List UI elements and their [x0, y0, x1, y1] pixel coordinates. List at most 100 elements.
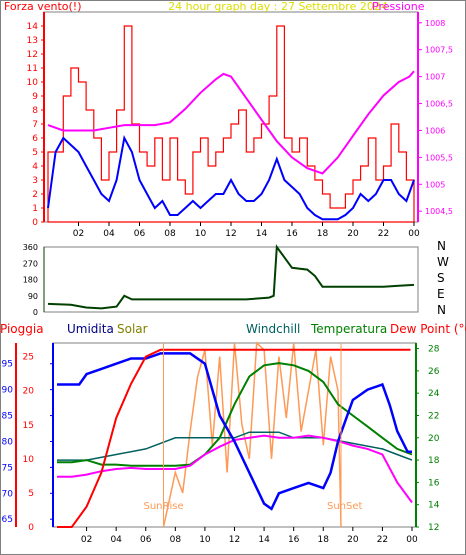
pressure-tick-label: 1007	[425, 73, 445, 82]
legend-humidity: Umidita	[67, 322, 114, 336]
temp-tick-label: 28	[428, 345, 440, 355]
humidity-tick-label: 85	[2, 412, 13, 422]
wind-axis-label: Forza vento(!)	[4, 0, 81, 13]
humidity-tick-label: 70	[2, 489, 14, 499]
time-tick-label: 16	[286, 229, 298, 239]
wind-direction-line	[47, 244, 415, 310]
time-tick-label: 22	[377, 535, 388, 545]
time-tick-label: 04	[110, 535, 122, 545]
pressure-tick-label: 1007,5	[425, 46, 453, 55]
humidity-line	[57, 352, 412, 511]
legend-rain: Pioggia	[0, 322, 44, 336]
time-tick-label: 00	[406, 535, 418, 545]
humidity-tick-label: 95	[2, 360, 13, 370]
time-tick-label: 20	[347, 229, 359, 239]
time-tick-label: 16	[288, 535, 300, 545]
pressure-line	[47, 70, 415, 175]
temperature-line	[57, 362, 413, 467]
sunset-label: SunSet	[327, 501, 363, 512]
rain-tick-label: 0	[28, 523, 34, 533]
humidity-tick-label: 80	[2, 437, 14, 447]
wind-tick-label: 9	[32, 92, 38, 102]
temp-tick-label: 24	[428, 389, 440, 399]
time-tick-label: 06	[134, 229, 146, 239]
humidity-tick-label: 65	[2, 515, 13, 525]
pressure-tick-label: 1006,5	[425, 100, 453, 109]
direction-tick-label: 90	[28, 292, 38, 301]
time-tick-label: 08	[164, 229, 176, 239]
wind-tick-label: 3	[32, 176, 38, 186]
climate-plot-area	[52, 342, 417, 528]
sunrise-label: SunRise	[144, 501, 184, 512]
gust-area	[47, 25, 415, 223]
time-tick-label: 10	[195, 229, 207, 239]
wind-tick-label: 7	[32, 120, 38, 130]
graph-title: 24 hour graph day : 27 Settembre 2024	[168, 0, 388, 13]
wind-tick-label: 8	[32, 106, 38, 116]
compass-label: E	[437, 287, 445, 301]
direction-tick-label: 0	[33, 308, 38, 317]
temp-tick-label: 12	[428, 523, 439, 533]
windchill-line	[57, 431, 413, 461]
time-tick-label: 12	[229, 535, 240, 545]
time-tick-label: 02	[73, 229, 84, 239]
wind-tick-label: 5	[32, 148, 38, 158]
pressure-tick-label: 1004,5	[425, 207, 453, 216]
pressure-tick-label: 1006	[425, 126, 445, 135]
time-tick-label: 10	[199, 535, 211, 545]
wind-plot-area	[43, 11, 419, 223]
wind-tick-label: 12	[27, 50, 38, 60]
legend-windchill: Windchill	[246, 322, 300, 336]
rain-tick-label: 10	[23, 455, 35, 465]
wind-tick-label: 10	[27, 78, 39, 88]
compass-label: S	[437, 271, 445, 285]
time-tick-label: 12	[225, 229, 236, 239]
rain-line	[57, 348, 411, 528]
pressure-tick-label: 1008	[425, 19, 445, 28]
rain-tick-label: 5	[28, 489, 34, 499]
wind-tick-label: 2	[32, 190, 38, 200]
time-tick-label: 04	[103, 229, 115, 239]
time-tick-label: 06	[140, 535, 152, 545]
temp-tick-label: 26	[428, 367, 440, 377]
temp-tick-label: 20	[428, 434, 440, 444]
direction-tick-label: 270	[23, 259, 38, 268]
temp-tick-label: 22	[428, 411, 439, 421]
temp-tick-label: 18	[428, 456, 440, 466]
time-tick-label: 00	[408, 229, 420, 239]
wind-tick-label: 13	[27, 36, 38, 46]
legend-dewpoint: Dew Point (°C)	[390, 322, 466, 336]
wind-tick-label: 14	[27, 22, 39, 32]
time-tick-label: 08	[170, 535, 182, 545]
pressure-tick-label: 1005	[425, 180, 445, 189]
time-tick-label: 20	[347, 535, 359, 545]
compass-label: N	[437, 239, 446, 253]
time-tick-label: 14	[258, 535, 270, 545]
temp-tick-label: 16	[428, 478, 440, 488]
time-tick-label: 14	[256, 229, 268, 239]
compass-label: W	[437, 255, 449, 269]
pressure-tick-label: 1005,5	[425, 153, 453, 162]
legend-temperature: Temperatura	[310, 322, 387, 336]
wind-tick-label: 6	[32, 134, 38, 144]
wind-tick-label: 1	[32, 204, 38, 214]
rain-tick-label: 25	[23, 353, 34, 363]
rain-tick-label: 20	[23, 387, 35, 397]
humidity-tick-label: 75	[2, 463, 13, 473]
direction-tick-label: 180	[23, 276, 38, 285]
time-tick-label: 22	[378, 229, 389, 239]
time-tick-label: 02	[81, 535, 92, 545]
temp-tick-label: 14	[428, 501, 440, 511]
wind-speed-line	[47, 135, 415, 221]
direction-tick-label: 360	[23, 243, 38, 252]
time-tick-label: 18	[318, 535, 330, 545]
time-tick-label: 18	[317, 229, 329, 239]
humidity-tick-label: 90	[2, 386, 14, 396]
wind-tick-label: 4	[32, 162, 38, 172]
compass-label: N	[437, 303, 446, 317]
pressure-axis-label: Pressione	[372, 0, 425, 13]
direction-plot-area	[43, 246, 419, 313]
